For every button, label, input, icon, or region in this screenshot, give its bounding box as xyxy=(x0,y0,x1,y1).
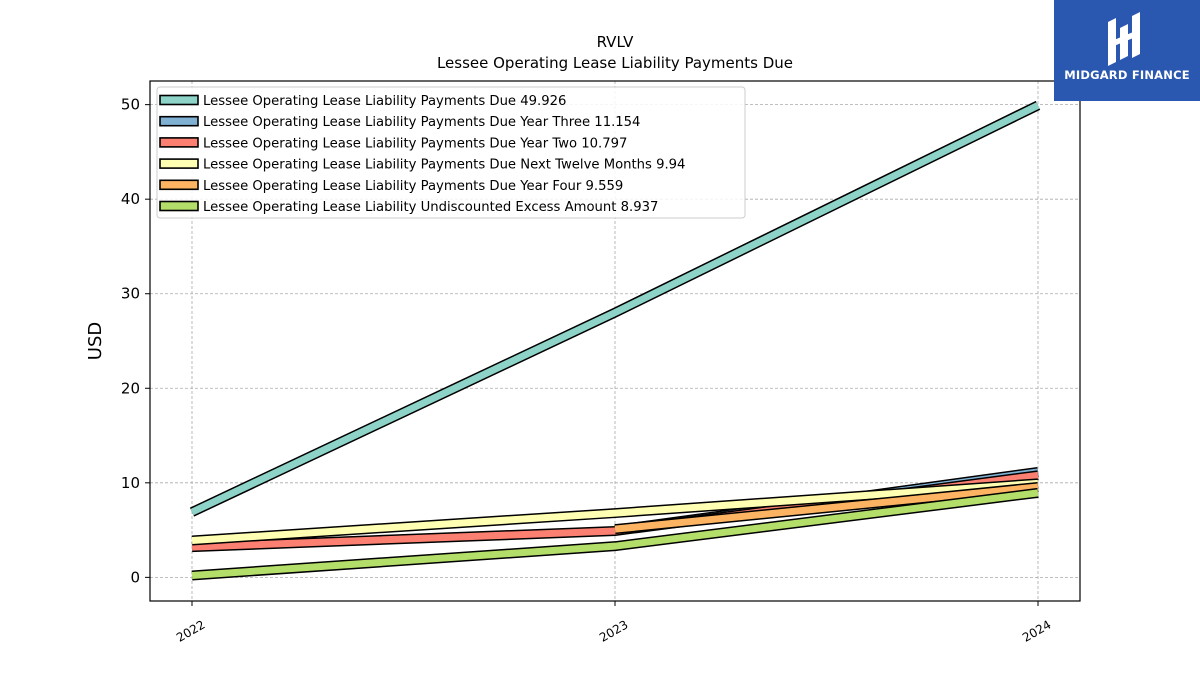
legend-label: Lessee Operating Lease Liability Undisco… xyxy=(203,200,658,215)
y-tick-label: 20 xyxy=(121,379,140,397)
legend-label: Lessee Operating Lease Liability Payment… xyxy=(203,115,640,130)
legend-box xyxy=(156,86,746,219)
series-line-fill xyxy=(191,489,1039,579)
series-lines xyxy=(189,100,1041,581)
legend-item: Lessee Operating Lease Liability Payment… xyxy=(159,179,623,194)
y-tick-label: 0 xyxy=(130,568,140,586)
chart-subtitle: Lessee Operating Lease Liability Payment… xyxy=(437,54,793,72)
chart-title: RVLV xyxy=(597,33,635,51)
legend-item: Lessee Operating Lease Liability Payment… xyxy=(159,115,640,130)
legend-swatch xyxy=(159,179,199,191)
legend-item: Lessee Operating Lease Liability Payment… xyxy=(159,136,627,151)
series-line xyxy=(189,100,1041,517)
legend-label: Lessee Operating Lease Liability Payment… xyxy=(203,158,685,173)
legend-item: Lessee Operating Lease Liability Payment… xyxy=(159,94,566,109)
x-tick-label: 2022 xyxy=(174,617,207,644)
legend-swatch xyxy=(159,158,199,169)
series-line xyxy=(191,487,1039,581)
series-line xyxy=(191,478,1039,546)
y-tick-label: 50 xyxy=(121,96,140,114)
brand-name: MIDGARD FINANCE xyxy=(1064,68,1190,82)
y-tick-label: 10 xyxy=(121,474,140,492)
series-line-fill xyxy=(191,479,1039,544)
legend-label: Lessee Operating Lease Liability Payment… xyxy=(203,136,627,151)
midgard-logo-icon xyxy=(1108,12,1140,66)
legend-label: Lessee Operating Lease Liability Payment… xyxy=(203,179,623,194)
y-axis-label: USD xyxy=(85,322,106,360)
series-line xyxy=(614,482,1039,535)
y-tick-label: 40 xyxy=(121,190,140,208)
legend-item: Lessee Operating Lease Liability Payment… xyxy=(159,158,685,173)
series-line-fill xyxy=(190,102,1040,516)
y-tick-label: 30 xyxy=(121,285,140,303)
legend-swatch xyxy=(159,137,199,148)
brand-logo: MIDGARD FINANCE xyxy=(1054,0,1200,101)
legend-swatch xyxy=(159,115,199,127)
legend-label: Lessee Operating Lease Liability Payment… xyxy=(203,94,566,109)
legend-swatch xyxy=(159,94,199,106)
legend: Lessee Operating Lease Liability Payment… xyxy=(156,86,746,219)
x-tick-label: 2024 xyxy=(1020,617,1053,644)
series-line-fill xyxy=(614,483,1039,533)
legend-item: Lessee Operating Lease Liability Undisco… xyxy=(159,200,658,215)
legend-swatch xyxy=(159,200,199,212)
x-tick-label: 2023 xyxy=(597,617,630,644)
